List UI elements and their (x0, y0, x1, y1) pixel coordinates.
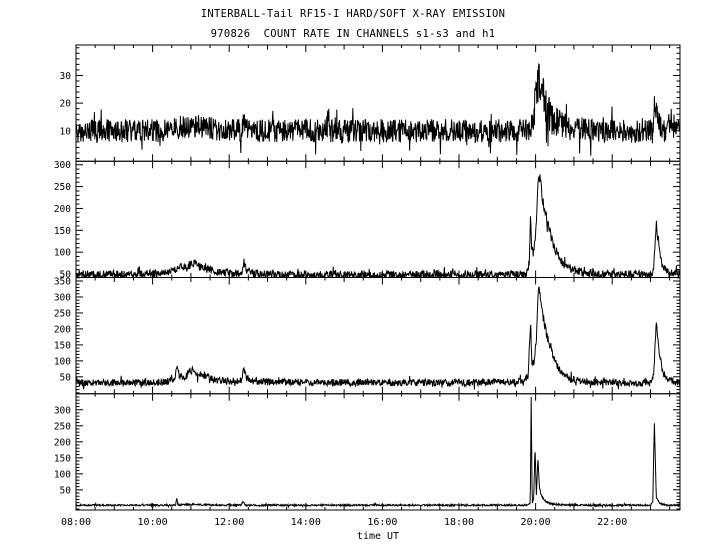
y-tick-label: 250 (54, 182, 71, 193)
x-tick-label: 20:00 (521, 517, 551, 528)
y-tick-label: 300 (54, 160, 71, 171)
y-tick-label: 300 (54, 292, 71, 303)
y-tick-label: 100 (54, 356, 71, 367)
panel-2: 50 100 150 200 250 300 (54, 160, 681, 281)
y-tick-label: 100 (54, 248, 71, 259)
y-tick-label: 50 (60, 270, 72, 281)
x-tick-label: 08:00 (61, 517, 91, 528)
y-tick-label: 250 (54, 308, 71, 319)
panel-3: 50 100 150 200 250 300 350 (54, 277, 681, 395)
panel-2-series-trace (76, 174, 680, 278)
panel-4-border (75, 393, 681, 511)
panel-2-border (75, 160, 681, 278)
x-tick-label: 22:00 (597, 517, 627, 528)
y-tick-label: 250 (54, 421, 71, 432)
y-tick-label: 30 (60, 71, 72, 82)
x-tick-label: 14:00 (291, 517, 321, 528)
chart-subtitle: 970826 COUNT RATE IN CHANNELS s1-s3 and … (210, 28, 496, 40)
y-tick-label: 50 (60, 485, 72, 496)
y-tick-label: 200 (54, 204, 71, 215)
y-tick-label: 200 (54, 437, 71, 448)
y-tick-label: 150 (54, 226, 71, 237)
y-tick-label: 150 (54, 453, 71, 464)
y-tick-label: 200 (54, 324, 71, 335)
y-tick-label: 350 (54, 277, 71, 288)
chart-title: INTERBALL-Tail RF15-I HARD/SOFT X-RAY EM… (200, 8, 506, 20)
x-tick-label: 16:00 (367, 517, 397, 528)
x-axis-label: time UT (356, 531, 400, 542)
x-tick-label: 10:00 (138, 517, 168, 528)
panel-3-border (75, 277, 681, 395)
panel-1-border (75, 44, 681, 162)
y-tick-label: 20 (60, 99, 72, 110)
panel-3-series-trace (76, 286, 680, 390)
panel-4-series-trace (76, 396, 680, 509)
y-tick-label: 10 (60, 126, 72, 137)
y-tick-label: 50 (60, 372, 72, 383)
x-tick-label: 18:00 (444, 517, 474, 528)
x-tick-label: 12:00 (214, 517, 244, 528)
y-tick-label: 100 (54, 469, 71, 480)
panel-1-series-trace (76, 63, 680, 156)
panel-1: 10 20 30 (60, 44, 681, 162)
panel-4: 50 100 150 200 250 300 (54, 393, 681, 511)
y-tick-label: 300 (54, 405, 71, 416)
y-tick-label: 150 (54, 340, 71, 351)
